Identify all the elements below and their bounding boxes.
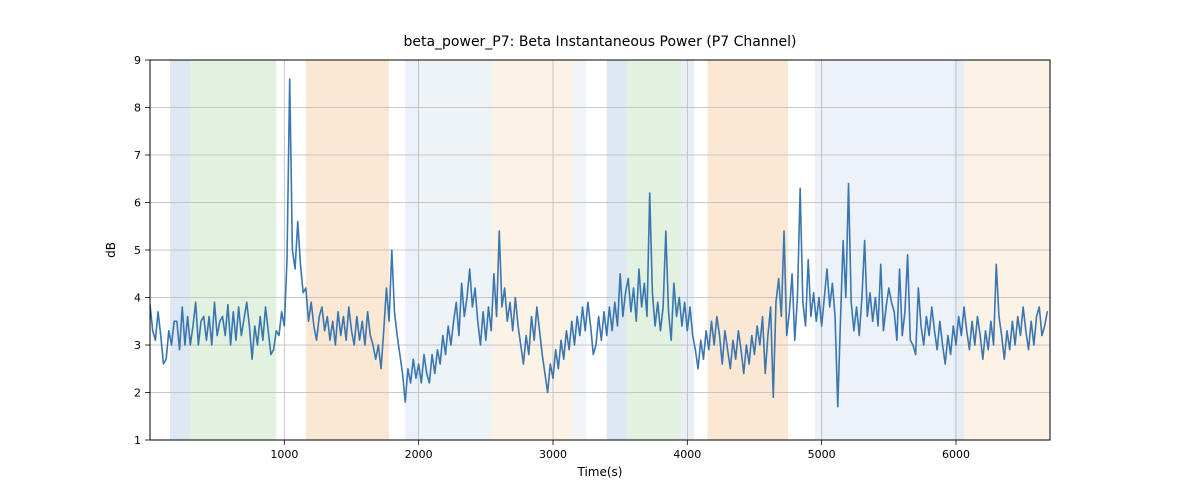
x-axis-label: Time(s) [577, 465, 623, 479]
x-tick-label: 5000 [808, 448, 836, 461]
chart-container: 1000 2000 3000 4000 5000 6000 1 2 3 4 5 6 7 8 9 Time(s)… [0, 0, 1200, 500]
y-tick-label: 6 [134, 197, 141, 210]
x-tick-label: 1000 [270, 448, 298, 461]
line-chart: 1000 2000 3000 4000 5000 6000 1 2 3 4 5 6 7 8 9 Time(s)… [0, 0, 1200, 500]
y-tick-label: 1 [134, 434, 141, 447]
x-tick-label: 6000 [942, 448, 970, 461]
y-tick-label: 2 [134, 387, 141, 400]
x-tick-label: 2000 [405, 448, 433, 461]
chart-title: beta_power_P7: Beta Instantaneous Power … [403, 34, 796, 50]
y-tick-label: 5 [134, 244, 141, 257]
x-tick-label: 3000 [539, 448, 567, 461]
y-axis-label: dB [104, 242, 118, 258]
y-tick-label: 8 [134, 102, 141, 115]
y-tick-label: 4 [134, 292, 141, 305]
x-tick-label: 4000 [673, 448, 701, 461]
y-tick-label: 7 [134, 149, 141, 162]
y-tick-label: 3 [134, 339, 141, 352]
y-tick-label: 9 [134, 54, 141, 67]
